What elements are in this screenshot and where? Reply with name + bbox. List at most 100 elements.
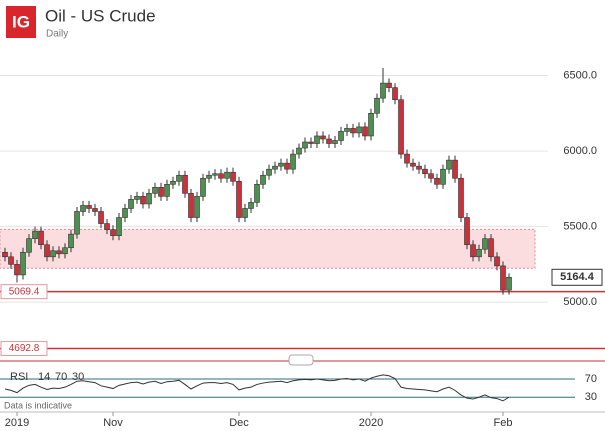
candle-body: [200, 177, 206, 197]
candle-body: [62, 247, 68, 255]
candle-body: [440, 168, 446, 185]
logo: IG: [12, 12, 30, 31]
candle-body: [350, 128, 356, 134]
rsi-param: 30: [72, 371, 84, 383]
candle-body: [290, 153, 296, 170]
candle-body: [338, 131, 344, 141]
candle-body: [248, 202, 254, 209]
x-tick-label: 2019: [5, 417, 29, 429]
candle-body: [86, 205, 92, 209]
candle-body: [206, 174, 212, 179]
candle-body: [494, 256, 500, 267]
rsi-param: 14: [38, 371, 50, 383]
level-label-box: [0, 284, 48, 300]
candle-body: [368, 112, 374, 137]
candle-body: [314, 135, 320, 144]
candle-body: [122, 208, 128, 218]
x-tick-label: Nov: [103, 417, 123, 429]
candle-body: [284, 162, 290, 170]
candle-body: [422, 168, 428, 175]
candle-body: [44, 244, 50, 258]
candle-body: [236, 180, 242, 218]
level-label: 4692.8: [9, 343, 40, 354]
candle-body: [134, 196, 140, 200]
x-tick-label: 2020: [359, 417, 383, 429]
candle-body: [482, 238, 488, 250]
candle-body: [398, 99, 404, 155]
candle-body: [452, 159, 458, 179]
main-pane: 5069.4 4692.8: [0, 67, 605, 357]
candle-body: [116, 217, 122, 236]
candle-body: [128, 199, 134, 209]
candle-body: [194, 196, 200, 218]
y-tick-label: 5000.0: [563, 296, 597, 308]
candle-body: [242, 208, 248, 218]
chart-subtitle: Daily: [46, 29, 68, 40]
candle-body: [332, 140, 338, 144]
candle-body: [68, 233, 74, 249]
pane-resize-handle[interactable]: [288, 354, 314, 366]
candle-body: [308, 141, 314, 144]
x-tick-label: Feb: [494, 417, 513, 429]
candle-body: [272, 165, 278, 170]
candle-body: [506, 276, 512, 291]
candle-body: [302, 141, 308, 149]
last-price-box: [551, 268, 603, 286]
candle-body: [380, 82, 386, 99]
candle-body: [32, 230, 38, 239]
candle-body: [104, 223, 110, 230]
candle-body: [92, 208, 98, 212]
rsi-name: RSI: [10, 371, 28, 383]
candle-body: [140, 196, 146, 205]
candle-body: [230, 171, 236, 182]
candle-body: [386, 82, 392, 88]
candle-body: [320, 135, 326, 140]
candle-body: [212, 173, 218, 176]
candle-body: [296, 147, 302, 155]
candle-body: [56, 250, 62, 255]
candle-body: [470, 244, 476, 258]
candle-body: [98, 211, 104, 224]
candle-body: [176, 174, 182, 182]
candle-body: [356, 126, 362, 134]
chart-title: Oil - US Crude: [45, 6, 156, 25]
candle-body: [260, 174, 266, 185]
footnote: Data is indicative: [4, 400, 72, 410]
rsi-line: [4, 374, 510, 402]
rsi-param: 70: [55, 371, 67, 383]
candle-body: [50, 250, 56, 258]
candle-body: [80, 205, 86, 212]
candle-body: [224, 171, 230, 179]
candle-body: [434, 177, 440, 185]
candle-body: [182, 174, 188, 194]
candle-body: [110, 229, 116, 236]
candle-body: [146, 193, 152, 205]
candle-body: [278, 162, 284, 167]
candle-body: [344, 128, 350, 132]
last-price-label: 5164.4: [560, 271, 595, 283]
candle-body: [164, 183, 170, 197]
level-label: 5069.4: [9, 286, 40, 297]
y-tick-label: 70: [585, 373, 597, 385]
candle-body: [404, 153, 410, 164]
candle-body: [446, 159, 452, 170]
candle-body: [392, 87, 398, 101]
candle-body: [254, 183, 260, 203]
candle-body: [428, 173, 434, 179]
candle-body: [170, 180, 176, 185]
candle-body: [20, 251, 26, 276]
candle-body: [374, 97, 380, 114]
y-tick-label: 30: [585, 391, 597, 403]
y-tick-label: 6500.0: [563, 69, 597, 81]
candle-body: [500, 265, 506, 291]
candle-body: [74, 211, 80, 235]
candle-body: [464, 217, 470, 246]
candle-body: [410, 162, 416, 167]
candle-body: [476, 248, 482, 258]
level-label-box: [0, 341, 48, 357]
x-tick-label: Dec: [229, 417, 249, 429]
candle-body: [488, 238, 494, 258]
candle-body: [8, 256, 14, 265]
